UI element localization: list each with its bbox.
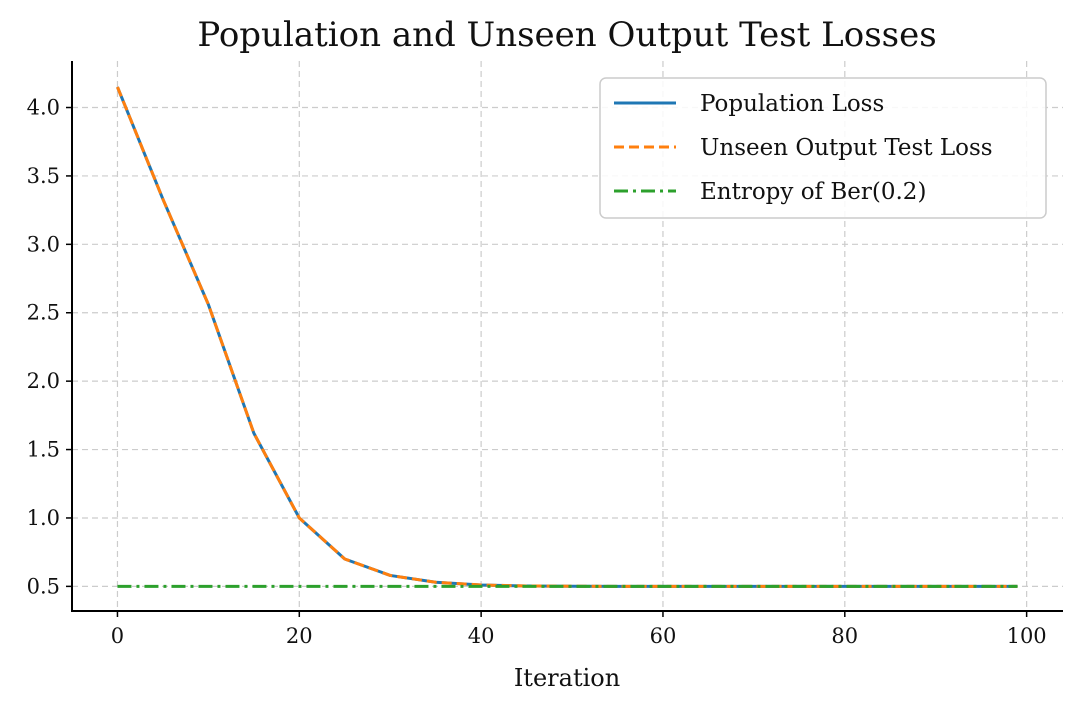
x-tick-label: 60	[650, 624, 677, 648]
chart-title: Population and Unseen Output Test Losses	[197, 15, 936, 55]
y-tick-label: 1.5	[27, 438, 60, 462]
legend-label-1: Population Loss	[700, 91, 884, 117]
y-tick-label: 3.0	[27, 232, 60, 256]
legend: Population Loss Unseen Output Test Loss En…	[599, 77, 1047, 219]
x-tick-label: 0	[111, 624, 124, 648]
y-tick-label: 4.0	[27, 96, 60, 120]
legend-label-3: Entropy of Ber(0.2)	[700, 179, 926, 205]
x-tick-label: 100	[1007, 624, 1047, 648]
y-tick-label: 0.5	[27, 574, 60, 598]
legend-label-2: Unseen Output Test Loss	[700, 135, 993, 161]
y-tick-label: 1.0	[27, 506, 60, 530]
axis-ticks: 0 20 40 60 80 100 0.5 1.0 1.5 2.0 2.5 3.0 3.5 4.0	[27, 96, 1047, 648]
x-tick-label: 20	[286, 624, 313, 648]
x-tick-label: 40	[468, 624, 495, 648]
series-lines	[116, 86, 1018, 588]
x-axis-label: Iteration	[514, 664, 620, 692]
y-tick-label: 2.5	[27, 301, 60, 325]
legend-box	[599, 77, 1047, 219]
x-tick-label: 80	[831, 624, 858, 648]
y-tick-label: 3.5	[27, 164, 60, 188]
y-tick-label: 2.0	[27, 369, 60, 393]
